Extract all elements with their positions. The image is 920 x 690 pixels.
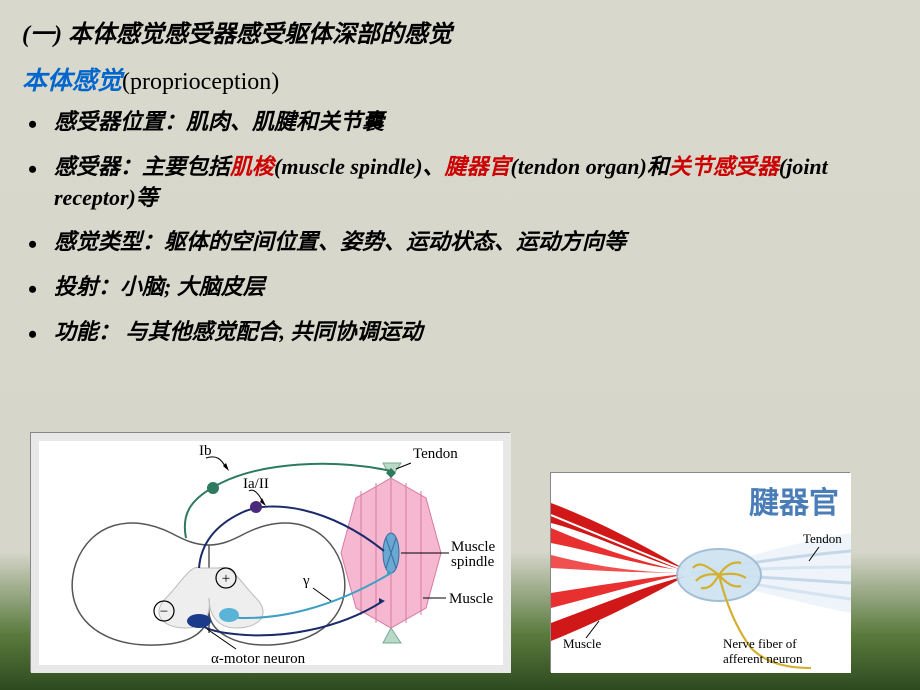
bullet-text: 关节感受器	[669, 154, 779, 179]
label-tendon-en: Tendon	[803, 531, 842, 546]
label-spindle-2: spindle	[451, 554, 495, 570]
label-alpha: α-motor neuron	[211, 651, 306, 667]
bullet-item: 功能： 与其他感觉配合, 共同协调运动	[28, 317, 898, 348]
bullet-text: (tendon organ)和	[511, 154, 669, 179]
bullet-text: 功能： 与其他感觉配合, 共同协调运动	[54, 319, 423, 344]
label-tendon-organ-cn: 腱器官	[749, 487, 839, 520]
label-nerve-2: afferent neuron	[723, 651, 803, 666]
bullet-text: (muscle spindle)、	[274, 154, 445, 179]
bullet-item: 投射：小脑; 大脑皮层	[28, 272, 898, 303]
label-muscle-en: Muscle	[563, 636, 602, 651]
label-gamma: γ	[302, 573, 310, 589]
section-title: (一) 本体感觉感受器感受躯体深部的感觉	[22, 14, 898, 49]
term-proprioception-cn: 本体感觉	[22, 68, 122, 95]
bullet-item: 感受器：主要包括肌梭(muscle spindle)、腱器官(tendon or…	[28, 152, 898, 214]
label-muscle: Muscle	[449, 591, 494, 607]
label-tendon: Tendon	[413, 446, 458, 462]
subtitle: 本体感觉(proprioception)	[22, 61, 898, 97]
diagram-spinal-muscle: + − Ib Ia/II γ α-motor neuron Tendon Mus…	[30, 432, 510, 672]
bullet-text: 感觉类型：躯体的空间位置、姿势、运动状态、运动方向等	[54, 229, 626, 254]
bullet-item: 感受器位置：肌肉、肌腱和关节囊	[28, 107, 898, 138]
bullet-list: 感受器位置：肌肉、肌腱和关节囊感受器：主要包括肌梭(muscle spindle…	[22, 107, 898, 348]
term-proprioception-en: (proprioception)	[122, 69, 279, 95]
bullet-text: 肌梭	[230, 154, 274, 179]
bullet-text: 投射：小脑; 大脑皮层	[54, 274, 265, 299]
bullet-item: 感觉类型：躯体的空间位置、姿势、运动状态、运动方向等	[28, 227, 898, 258]
plus-symbol: +	[222, 571, 230, 587]
bullet-text: 感受器位置：肌肉、肌腱和关节囊	[54, 109, 384, 134]
label-nerve-1: Nerve fiber of	[723, 636, 797, 651]
minus-symbol: −	[160, 604, 168, 620]
diagram-tendon-organ: 腱器官 Tendon Muscle Nerve fiber of afferen…	[550, 472, 850, 672]
label-spindle-1: Muscle	[451, 539, 496, 555]
bullet-text: 感受器：主要包括	[54, 154, 230, 179]
label-iaii: Ia/II	[243, 476, 269, 492]
label-ib: Ib	[199, 443, 212, 459]
bullet-text: 腱器官	[445, 154, 511, 179]
